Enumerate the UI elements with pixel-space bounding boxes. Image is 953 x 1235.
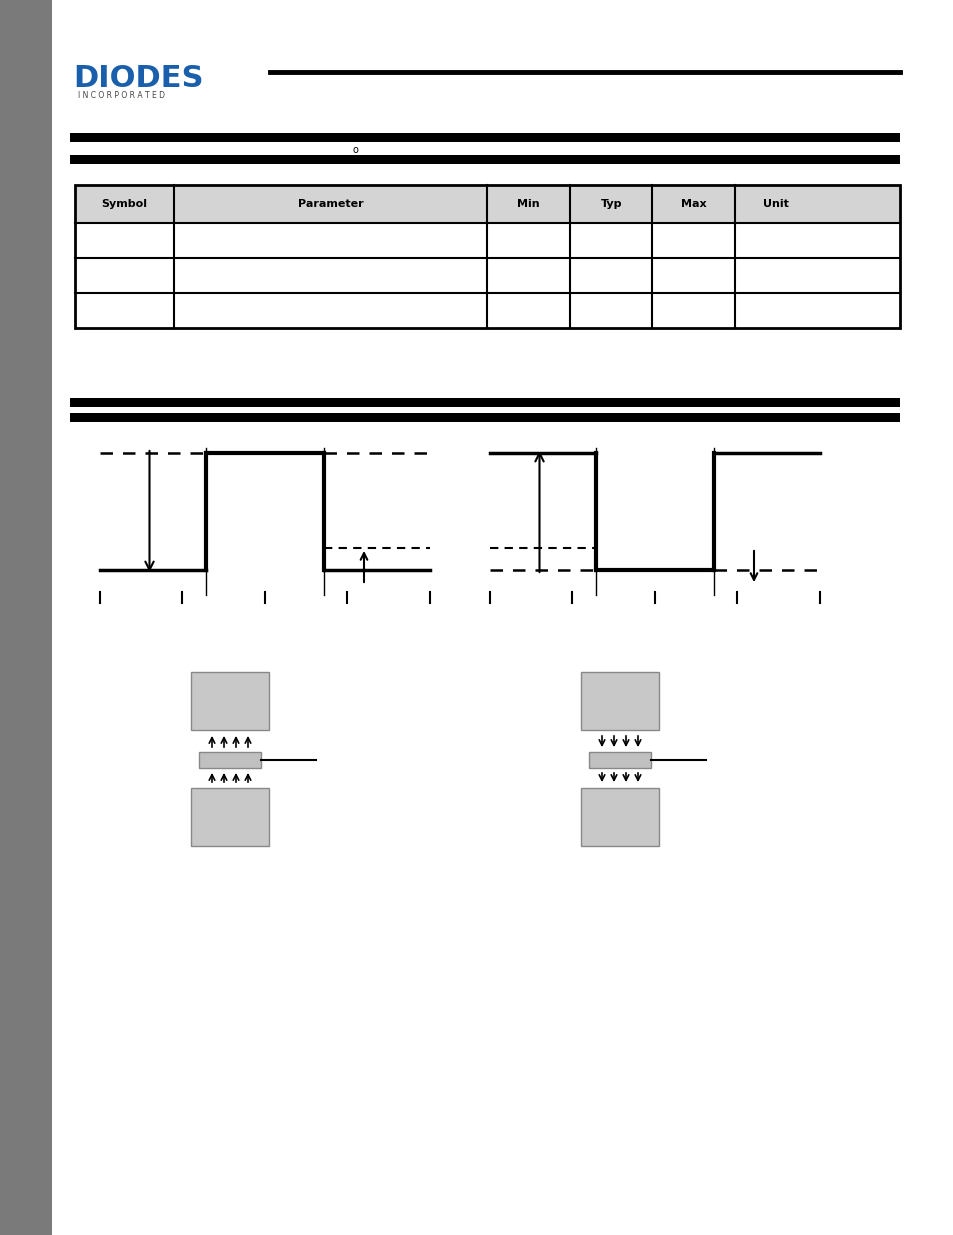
Bar — [199, 752, 261, 768]
Text: Min: Min — [517, 199, 539, 209]
Text: Unit: Unit — [762, 199, 788, 209]
Bar — [75, 185, 899, 329]
Bar — [580, 788, 659, 846]
Bar — [70, 156, 899, 164]
Text: Symbol: Symbol — [101, 199, 148, 209]
Bar — [70, 412, 899, 422]
Bar — [191, 672, 269, 730]
Text: DIODES: DIODES — [73, 63, 203, 93]
Text: o: o — [352, 144, 357, 156]
Text: I N C O R P O R A T E D: I N C O R P O R A T E D — [78, 90, 165, 100]
Bar — [70, 133, 899, 142]
Bar — [0, 0, 52, 1235]
Text: Max: Max — [680, 199, 706, 209]
Bar — [70, 398, 899, 408]
Bar — [580, 672, 659, 730]
Bar — [191, 788, 269, 846]
Text: Typ: Typ — [599, 199, 621, 209]
Bar — [75, 185, 899, 224]
Text: Parameter: Parameter — [297, 199, 363, 209]
Bar — [588, 752, 650, 768]
